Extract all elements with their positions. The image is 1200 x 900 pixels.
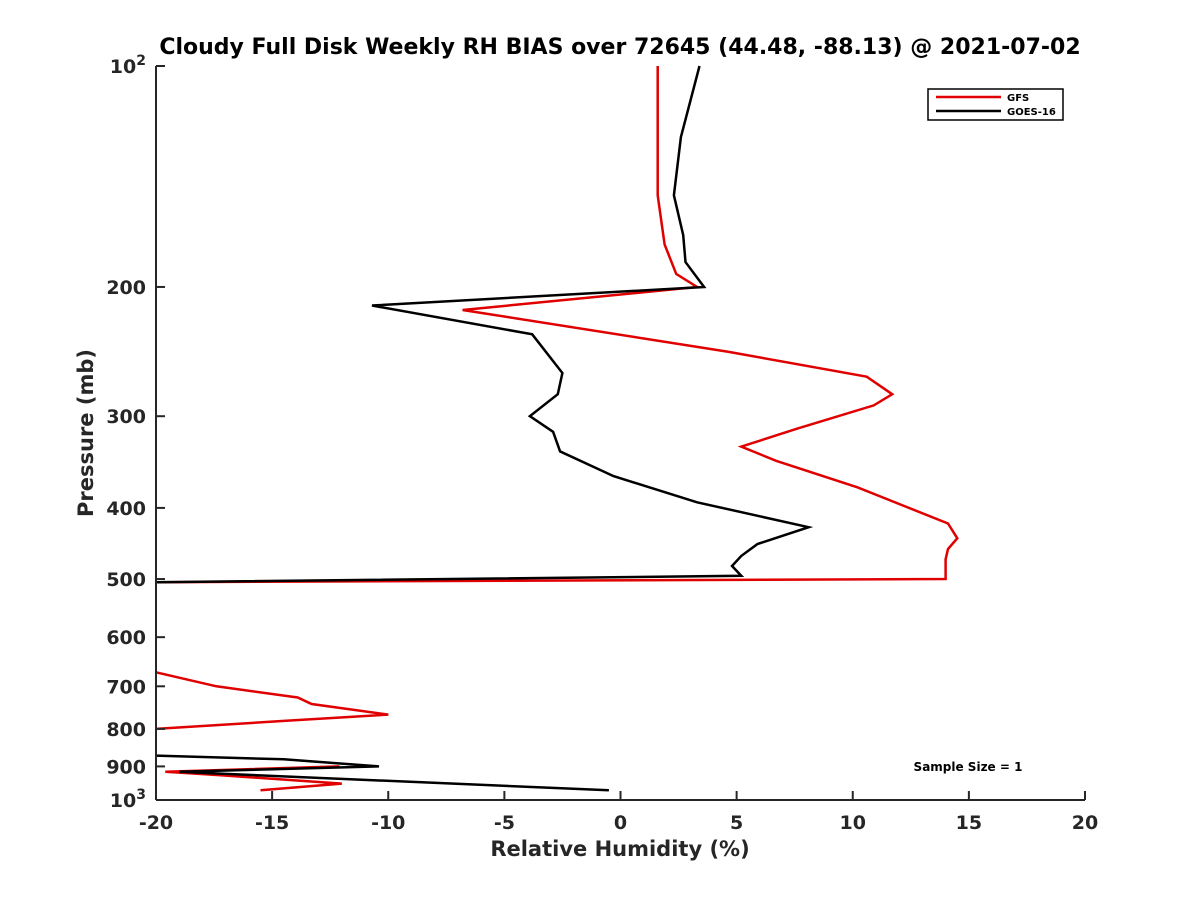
legend: GFS GOES-16	[927, 88, 1064, 121]
x-tick-label: -5	[494, 812, 515, 834]
legend-label-goes16: GOES-16	[1007, 107, 1056, 118]
series-line-gfs	[155, 66, 959, 584]
y-tick-label: 800	[106, 719, 146, 741]
y-tick-label: 500	[106, 569, 146, 591]
sample-size-annotation: Sample Size = 1	[914, 760, 1023, 774]
y-tick-label: 300	[106, 406, 146, 428]
y-tick-label: 700	[106, 676, 146, 698]
series-line-goes16	[155, 65, 814, 584]
x-tick-label: 15	[956, 812, 982, 834]
y-tick-label: 600	[106, 627, 146, 649]
x-tick-label: 5	[730, 812, 743, 834]
y-tick-label: 103	[110, 787, 146, 812]
y-tick-label: 200	[106, 277, 146, 299]
x-tick-label: 10	[840, 812, 866, 834]
y-tick-label: 900	[106, 756, 146, 778]
y-axis-label: Pressure (mb)	[74, 349, 98, 517]
y-tick-label: 102	[110, 53, 146, 78]
plot-area	[156, 66, 1085, 800]
y-tick-label: 400	[106, 498, 146, 520]
series-line-goes16	[155, 754, 609, 792]
x-tick-label: -15	[255, 812, 289, 834]
series-line-gfs	[155, 671, 389, 731]
x-axis-label: Relative Humidity (%)	[490, 837, 749, 861]
x-tick-label: -10	[371, 812, 405, 834]
x-axis-ticks: -20 -15 -10 -5 0 5 10 15 20	[139, 791, 1098, 834]
x-tick-label: -20	[139, 812, 173, 834]
x-tick-label: 20	[1072, 812, 1098, 834]
y-axis-ticks: 102 200 300 400 500 600 700 800 900 103	[106, 53, 165, 812]
series-layer	[155, 65, 959, 792]
x-tick-label: 0	[614, 812, 627, 834]
legend-box	[927, 88, 1064, 121]
legend-label-gfs: GFS	[1007, 93, 1029, 104]
chart-title: Cloudy Full Disk Weekly RH BIAS over 726…	[159, 35, 1080, 60]
